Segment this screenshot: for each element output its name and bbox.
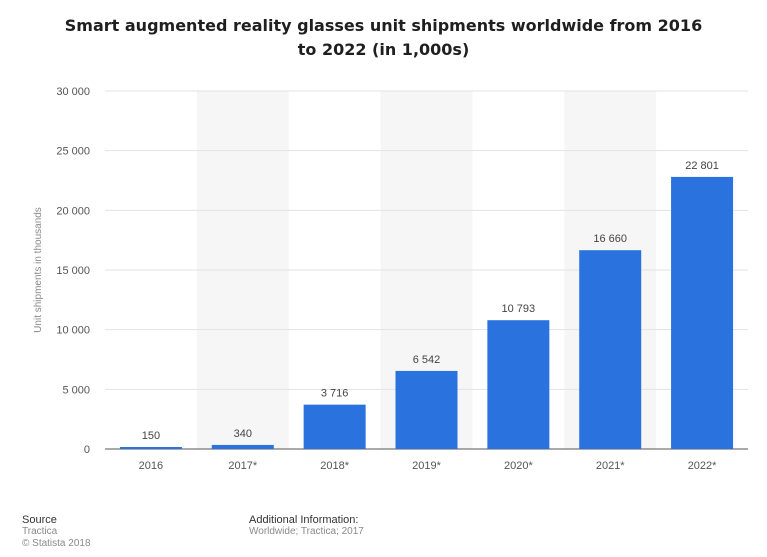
additional-info-heading: Additional Information: bbox=[249, 514, 359, 526]
additional-info-block: Additional Information: Worldwide; Tract… bbox=[249, 514, 364, 538]
y-tick-label: 15 000 bbox=[56, 265, 90, 277]
y-tick-label: 30 000 bbox=[56, 86, 90, 98]
copyright: © Statista 2018 bbox=[22, 538, 91, 549]
y-axis-label: Unit shipments in thousands bbox=[33, 207, 44, 333]
bar-value-label: 10 793 bbox=[502, 303, 536, 315]
source-block: Source Tractica © Statista 2018 bbox=[22, 514, 91, 550]
y-tick-label: 0 bbox=[84, 444, 90, 456]
x-tick-label: 2017* bbox=[228, 460, 257, 472]
bar-value-label: 340 bbox=[234, 428, 252, 440]
y-tick-label: 25 000 bbox=[56, 146, 90, 158]
source-name: Tractica bbox=[22, 526, 58, 537]
bar bbox=[487, 320, 550, 449]
bar bbox=[395, 370, 458, 449]
bar-value-label: 150 bbox=[142, 430, 160, 442]
y-tick-label: 20 000 bbox=[56, 205, 90, 217]
y-tick-label: 5 000 bbox=[62, 384, 90, 396]
x-tick-label: 2018* bbox=[320, 460, 349, 472]
bar-value-label: 6 542 bbox=[413, 354, 441, 366]
x-tick-label: 2020* bbox=[504, 460, 533, 472]
source-heading: Source bbox=[22, 514, 57, 526]
bar-value-label: 16 660 bbox=[593, 233, 627, 245]
x-tick-label: 2016 bbox=[139, 460, 163, 472]
chart-title: Smart augmented reality glasses unit shi… bbox=[0, 14, 767, 62]
bar bbox=[303, 404, 366, 449]
chart-title-line-2: to 2022 (in 1,000s) bbox=[297, 40, 470, 59]
bar bbox=[671, 176, 734, 449]
bar-value-label: 3 716 bbox=[321, 388, 349, 400]
bar bbox=[211, 444, 274, 449]
additional-info-text: Worldwide; Tractica; 2017 bbox=[249, 526, 364, 537]
bar-value-label: 22 801 bbox=[685, 160, 719, 172]
chart-title-line-1: Smart augmented reality glasses unit shi… bbox=[64, 16, 703, 35]
y-tick-label: 10 000 bbox=[56, 325, 90, 337]
bar bbox=[579, 250, 642, 449]
x-tick-label: 2019* bbox=[412, 460, 441, 472]
x-tick-label: 2021* bbox=[596, 460, 625, 472]
x-tick-label: 2022* bbox=[688, 460, 717, 472]
bar bbox=[119, 447, 182, 449]
